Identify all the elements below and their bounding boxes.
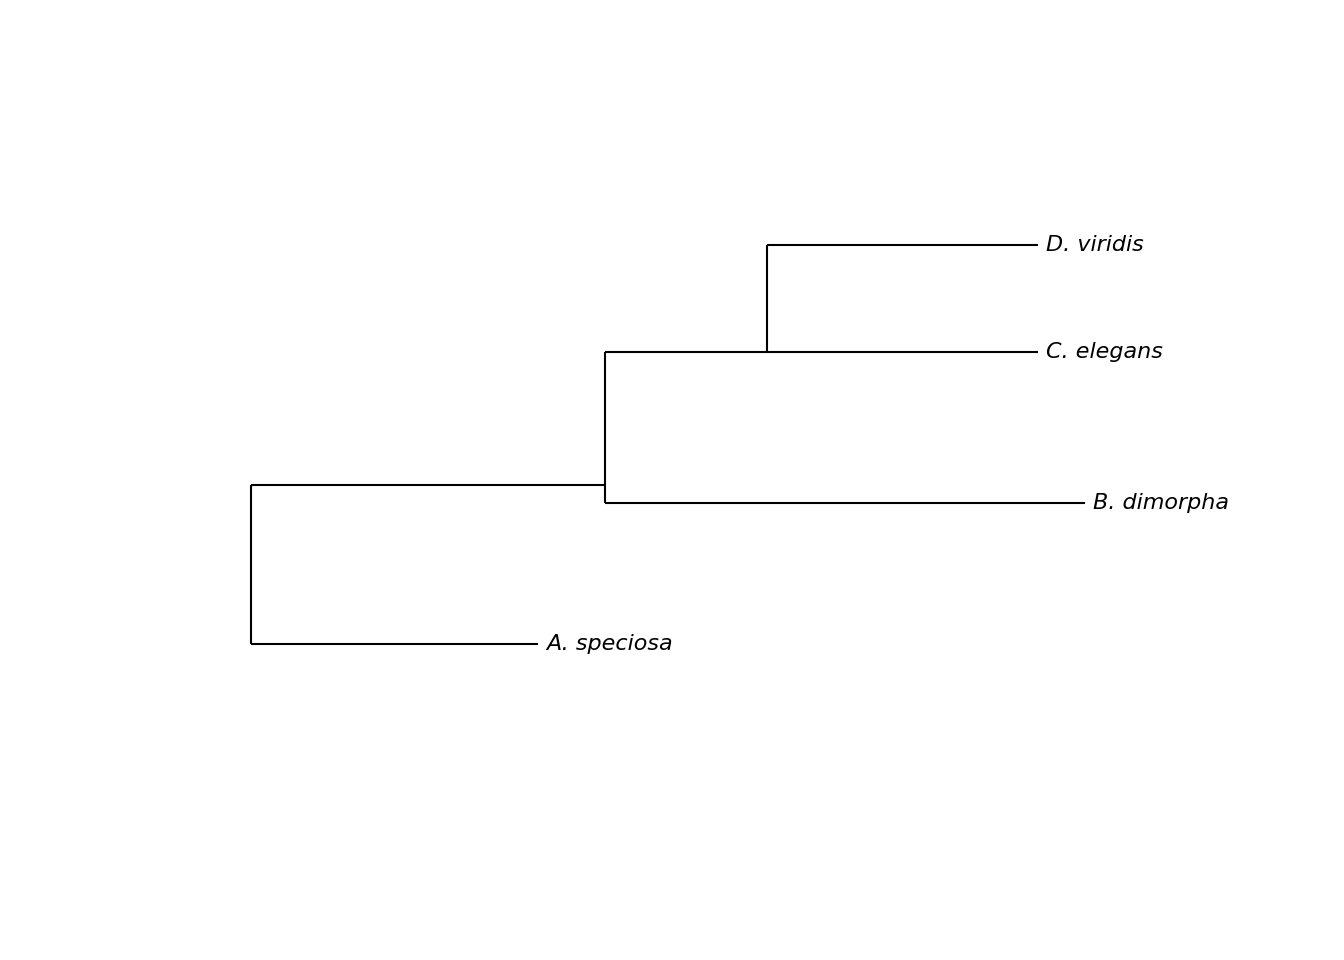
Text: A. speciosa: A. speciosa xyxy=(546,634,673,654)
Text: C. elegans: C. elegans xyxy=(1046,342,1163,362)
Text: B. dimorpha: B. dimorpha xyxy=(1093,493,1228,514)
Text: D. viridis: D. viridis xyxy=(1046,234,1144,254)
